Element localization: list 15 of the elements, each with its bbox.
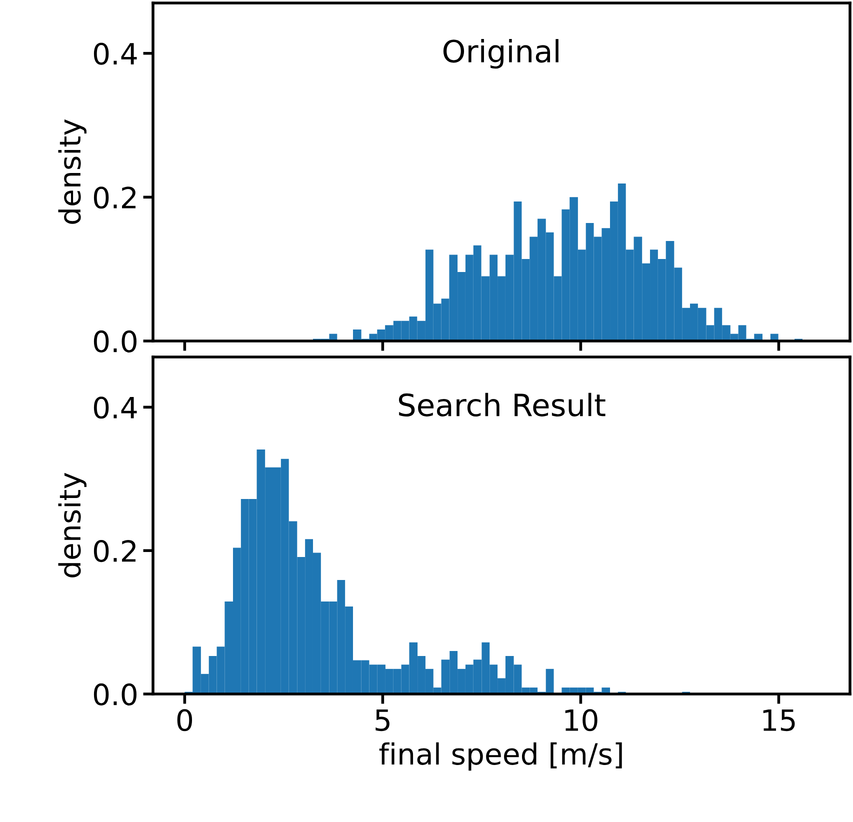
y-tick-label: 0.2 (94, 186, 136, 209)
y-axis-title: density (58, 472, 86, 578)
x-axis-title: final speed [m/s] (379, 742, 622, 771)
x-tick-label: 15 (763, 709, 795, 732)
y-axis-title: density (58, 119, 86, 224)
y-tick-label: 0.0 (94, 330, 136, 352)
x-tick-label: 10 (565, 709, 598, 732)
y-tick-label: 0.4 (94, 42, 137, 65)
y-tick-label: 0.0 (94, 683, 136, 706)
x-tick-label: 5 (376, 709, 390, 732)
y-tick-label: 0.4 (94, 396, 137, 419)
y-tick-label: 0.2 (94, 540, 136, 562)
x-tick-label: 0 (177, 709, 192, 732)
text: Search Result (398, 392, 606, 416)
text: Original (443, 39, 558, 69)
